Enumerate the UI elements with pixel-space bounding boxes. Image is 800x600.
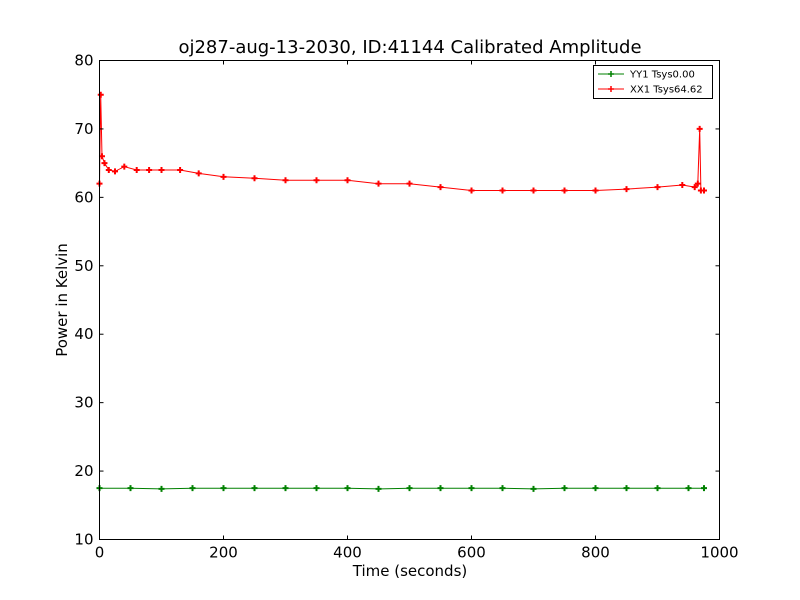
data-point: [313, 485, 320, 492]
legend-item-0: YY1 Tsys0.00: [598, 70, 695, 81]
data-point: [623, 485, 630, 492]
data-point: [499, 485, 506, 492]
data-point: [127, 485, 134, 492]
data-point: [220, 173, 227, 180]
data-point: [499, 187, 506, 194]
data-point: [701, 187, 707, 194]
data-point: [623, 186, 630, 193]
data-point: [592, 485, 599, 492]
data-point: [530, 187, 537, 194]
plot-frame: [99, 60, 720, 540]
data-point: [437, 485, 444, 492]
y-tick-label: 20: [74, 462, 93, 480]
ticks-layer: 0 200 400 600 800 1000 10 20 30 40 50 60 70 80: [74, 52, 738, 562]
data-point: [561, 187, 568, 194]
y-tick-label: 30: [74, 394, 93, 412]
data-point: [468, 485, 475, 492]
series-layer: [96, 91, 707, 492]
data-point: [282, 177, 289, 184]
data-point: [282, 485, 289, 492]
data-point: [561, 485, 568, 492]
legend-items: YY1 Tsys0.00 XX1 Tsys64.62: [598, 70, 703, 96]
data-point: [158, 485, 165, 492]
data-point: [468, 187, 475, 194]
y-tick-label: 10: [74, 531, 93, 549]
data-point: [344, 485, 351, 492]
y-tick-label: 40: [74, 325, 93, 343]
data-point: [177, 166, 184, 173]
data-point: [195, 170, 202, 177]
data-point: [97, 91, 104, 98]
x-tick-label: 200: [209, 544, 238, 562]
x-tick-label: 1000: [700, 544, 738, 562]
data-point: [406, 180, 413, 187]
data-point: [696, 125, 703, 132]
data-point: [654, 485, 661, 492]
legend-marker: [608, 71, 614, 77]
data-point: [220, 485, 227, 492]
data-point: [406, 485, 413, 492]
x-tick-label: 400: [333, 544, 362, 562]
data-point: [375, 485, 382, 492]
y-axis-title: Power in Kelvin: [53, 243, 71, 357]
x-tick-label: 600: [457, 544, 486, 562]
data-point: [251, 485, 258, 492]
legend-item-1: XX1 Tsys64.62: [598, 85, 703, 96]
data-point: [313, 177, 320, 184]
data-point: [694, 180, 701, 187]
data-point: [112, 168, 118, 175]
data-point: [437, 184, 444, 191]
data-point: [121, 163, 128, 170]
data-point: [654, 184, 661, 191]
data-point: [146, 166, 153, 173]
data-point: [592, 187, 599, 194]
data-point: [133, 166, 140, 173]
x-axis-title: Time (seconds): [352, 562, 468, 580]
legend-label: YY1 Tsys0.00: [629, 70, 695, 81]
legend-box: [593, 65, 713, 99]
data-point: [251, 175, 258, 182]
legend-marker: [608, 86, 614, 92]
y-tick-label: 70: [74, 120, 93, 138]
chart-title: oj287-aug-13-2030, ID:41144 Calibrated A…: [178, 37, 641, 58]
data-point: [375, 180, 382, 187]
data-point: [679, 182, 686, 189]
data-point: [189, 485, 196, 492]
x-tick-label: 0: [95, 544, 105, 562]
data-point: [701, 485, 707, 492]
x-tick-label: 800: [581, 544, 610, 562]
data-point: [691, 184, 698, 191]
y-tick-label: 60: [74, 188, 93, 206]
data-point: [105, 166, 112, 173]
data-point: [158, 166, 165, 173]
data-point: [101, 160, 108, 167]
y-tick-label: 80: [74, 52, 93, 70]
data-point: [685, 485, 692, 492]
legend: YY1 Tsys0.00 XX1 Tsys64.62: [593, 65, 713, 99]
legend-label: XX1 Tsys64.62: [630, 85, 703, 96]
y-tick-label: 50: [74, 257, 93, 275]
data-point: [344, 177, 351, 184]
series-1: [96, 91, 707, 194]
plot-area: [99, 60, 720, 540]
data-point: [530, 485, 537, 492]
